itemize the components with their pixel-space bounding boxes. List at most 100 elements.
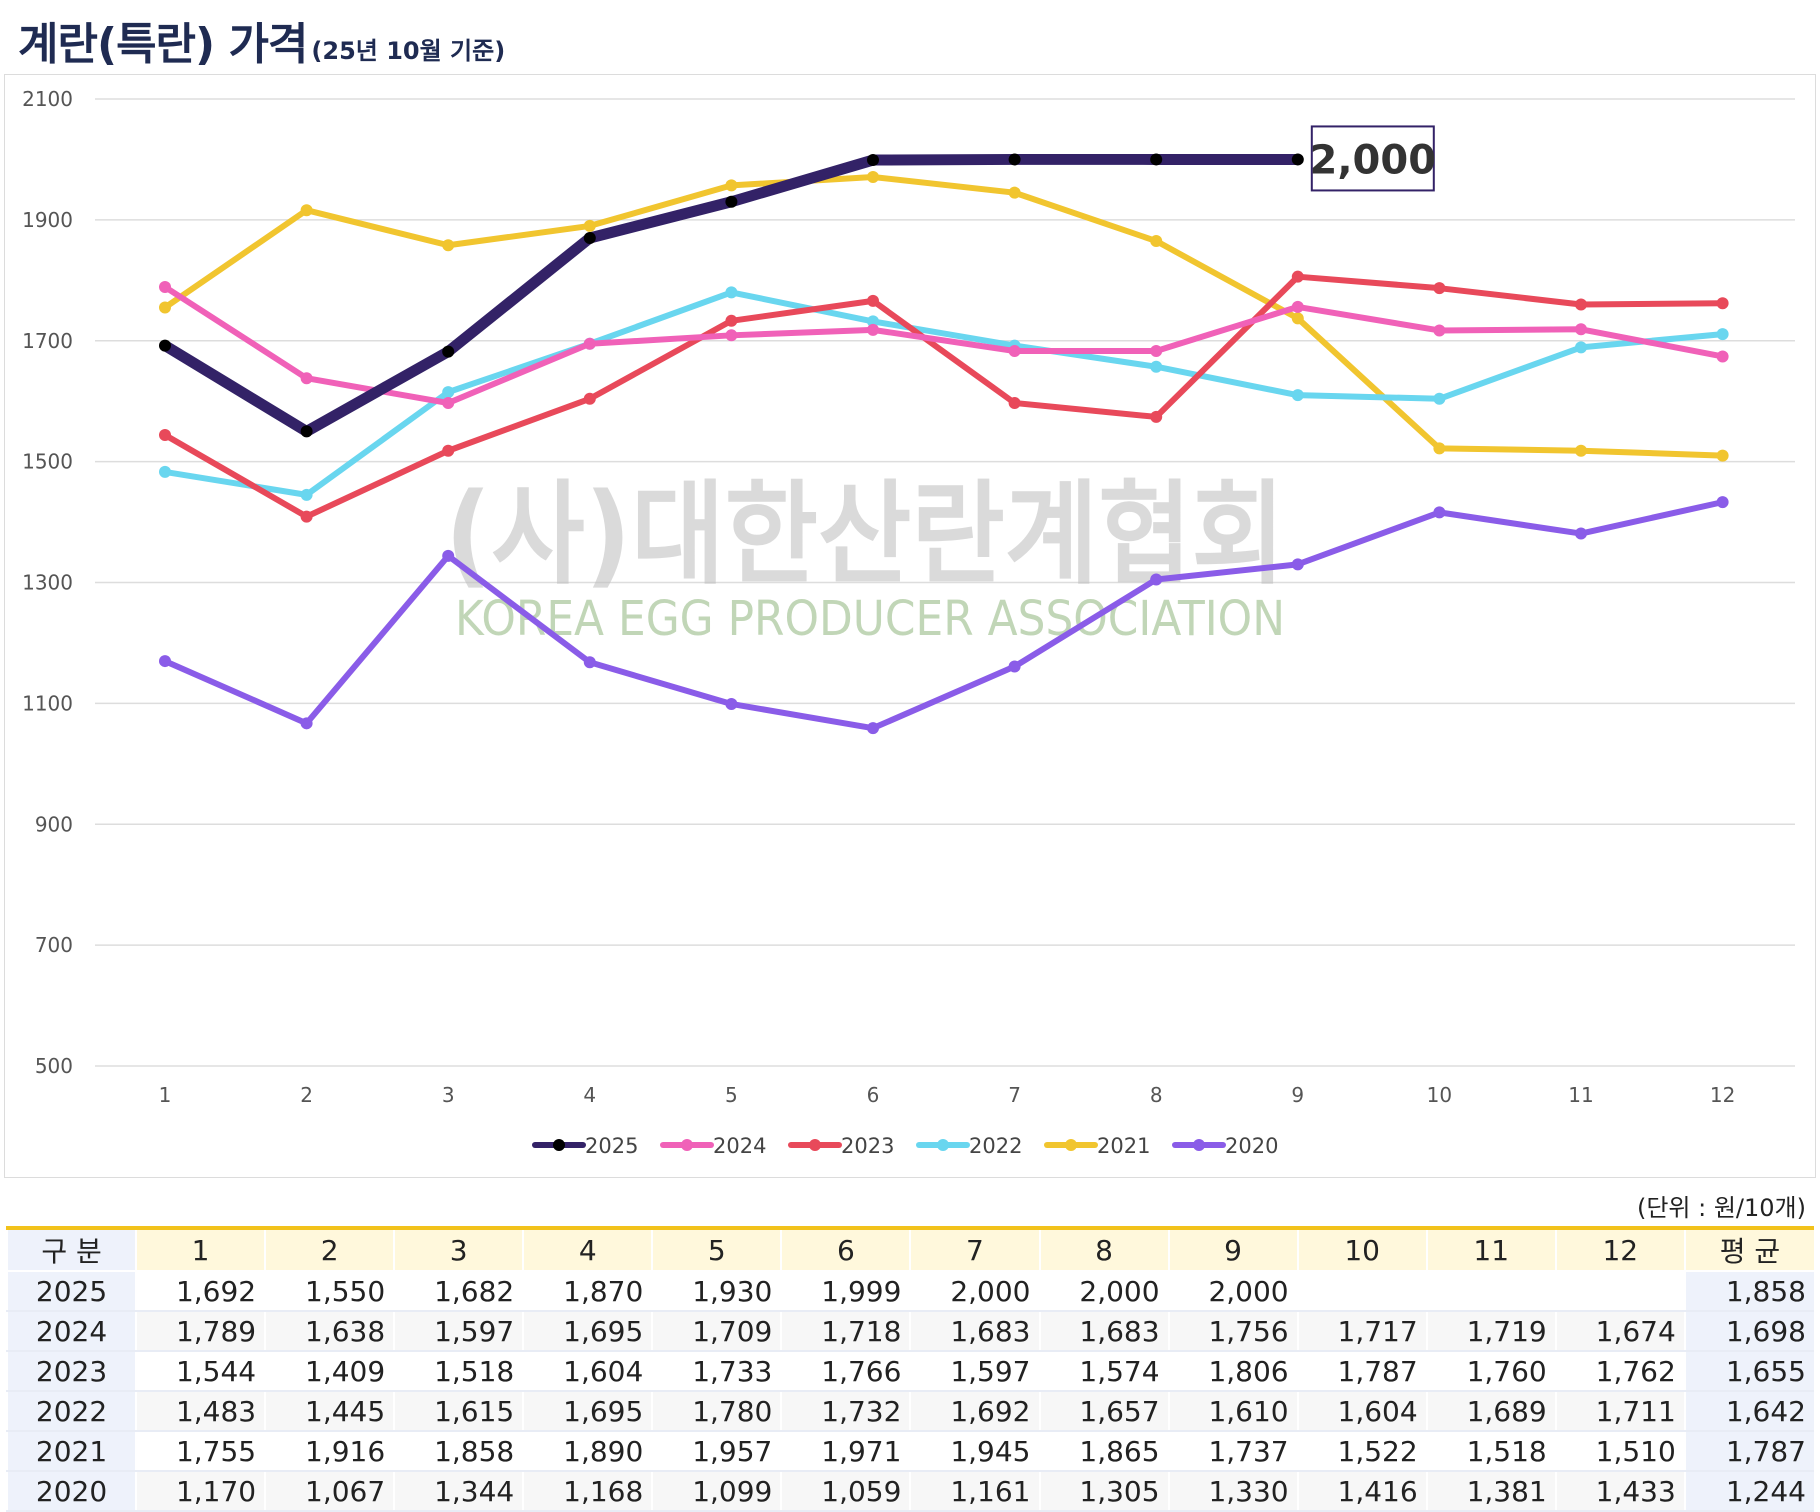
- table-cell: 1,544: [135, 1351, 266, 1392]
- data-point-2021: [725, 179, 738, 192]
- data-point-2021: [1716, 449, 1729, 462]
- y-tick-label: 700: [35, 933, 73, 957]
- table-cell: 1,638: [264, 1311, 395, 1352]
- table-cell: 1,916: [264, 1431, 395, 1472]
- table-cell: 1,971: [780, 1431, 911, 1472]
- data-point-2024: [867, 323, 879, 336]
- table-cell: 1,330: [1167, 1471, 1298, 1512]
- data-point-2021: [442, 239, 455, 252]
- data-point-2022: [1433, 392, 1446, 405]
- legend-label-2021: 2021: [1097, 1134, 1150, 1158]
- table-cell: 1,806: [1167, 1351, 1298, 1392]
- table-cell: 2,000: [1038, 1271, 1169, 1312]
- table-cell: 1,930: [651, 1271, 782, 1312]
- x-tick-label: 9: [1291, 1083, 1304, 1107]
- watermark-english: KOREA EGG PRODUCER ASSOCIATION: [455, 591, 1285, 647]
- table-body: 2025 1,692 1,550 1,682 1,870 1,930 1,999 2,000 2…: [5, 1271, 1814, 1512]
- value-callout: 2,000: [1310, 125, 1437, 192]
- table-header-cell: 4: [522, 1228, 653, 1272]
- y-axis-ticks: 500 700 900 1100 1300 1500 1700 1900 2100: [22, 87, 73, 1078]
- data-point-2021: [1433, 442, 1446, 455]
- callout-value: 2,000: [1310, 137, 1437, 183]
- legend-marker-2021: [1065, 1139, 1077, 1151]
- data-point-2022: [159, 465, 171, 478]
- x-tick-label: 1: [159, 1083, 172, 1107]
- table-row: 2024 1,789 1,638 1,597 1,695 1,709 1,718 1,683 1…: [5, 1311, 1814, 1352]
- table-cell: 1,433: [1554, 1471, 1685, 1512]
- table-cell: 1,305: [1038, 1471, 1169, 1512]
- table-header-cell: 7: [909, 1228, 1040, 1272]
- data-point-2025: [1008, 153, 1021, 166]
- data-point-2025: [159, 339, 171, 352]
- title-main: 계란(특란) 가격: [18, 19, 308, 70]
- callout-box: [1310, 125, 1435, 192]
- table-cell: 1,695: [522, 1311, 653, 1352]
- table-cell: 1,597: [909, 1351, 1040, 1392]
- table-cell: 1,780: [651, 1391, 782, 1432]
- table-cell-year: 2024: [5, 1311, 137, 1352]
- x-tick-label: 10: [1427, 1083, 1452, 1107]
- table-cell: 1,766: [780, 1351, 911, 1392]
- data-point-2020: [583, 656, 596, 669]
- table-cell: 2,000: [909, 1271, 1040, 1312]
- y-tick-label: 2100: [22, 87, 73, 111]
- legend-label-2025: 2025: [585, 1134, 638, 1158]
- y-tick-label: 900: [35, 812, 73, 836]
- table-cell-year: 2023: [5, 1351, 137, 1392]
- table-row: 2025 1,692 1,550 1,682 1,870 1,930 1,999 2,000 2…: [5, 1271, 1814, 1312]
- table-cell: 1,610: [1167, 1391, 1298, 1432]
- table-header-cell: 2: [264, 1228, 395, 1272]
- table-header-cell: 11: [1425, 1228, 1556, 1272]
- table-cell: 1,657: [1038, 1391, 1169, 1432]
- data-point-2022: [1575, 341, 1587, 354]
- data-point-2021: [583, 219, 596, 232]
- table-cell: 1,890: [522, 1431, 653, 1472]
- grid-lines: [95, 98, 1795, 1067]
- x-tick-label: 11: [1568, 1083, 1593, 1107]
- watermark-korean: (사)대한산란계협회: [445, 470, 1285, 600]
- table-cell-average: 1,244: [1683, 1471, 1814, 1512]
- table-row: 2022 1,483 1,445 1,615 1,695 1,780 1,732 1,692 1…: [5, 1391, 1814, 1432]
- table-cell: 1,755: [135, 1431, 266, 1472]
- x-tick-label: 4: [583, 1083, 596, 1107]
- table-cell: 1,518: [393, 1351, 524, 1392]
- table-cell-year: 2022: [5, 1391, 137, 1432]
- series-line-2023: [162, 273, 1726, 520]
- table-cell: 1,732: [780, 1391, 911, 1432]
- data-point-2025: [1291, 153, 1304, 166]
- data-point-2022: [725, 286, 738, 299]
- table-cell: 1,604: [522, 1351, 653, 1392]
- table-cell: 1,733: [651, 1351, 782, 1392]
- legend-marker-2023: [809, 1139, 821, 1151]
- table-cell: 1,522: [1296, 1431, 1427, 1472]
- data-point-2020: [1008, 660, 1021, 673]
- data-point-2024: [1008, 345, 1021, 358]
- data-point-2020: [159, 655, 171, 668]
- series-line-2024: [162, 283, 1726, 407]
- series-lines: [159, 153, 1729, 735]
- data-point-2020: [300, 717, 313, 730]
- data-point-2023: [867, 294, 879, 307]
- data-point-2023: [1716, 297, 1729, 310]
- data-point-2025: [1150, 153, 1163, 166]
- table-cell-average: 1,642: [1683, 1391, 1814, 1432]
- data-point-2022: [1291, 389, 1304, 402]
- table-cell: 1,168: [522, 1471, 653, 1512]
- table-cell: 1,510: [1554, 1431, 1685, 1472]
- data-point-2020: [1433, 506, 1446, 519]
- x-tick-label: 12: [1710, 1083, 1735, 1107]
- data-point-2023: [725, 314, 738, 327]
- table-row: 2020 1,170 1,067 1,344 1,168 1,099 1,059 1,161 1…: [5, 1471, 1814, 1512]
- data-point-2024: [725, 329, 738, 342]
- table-cell: 1,170: [135, 1471, 266, 1512]
- table-header-cell: 9: [1167, 1228, 1298, 1272]
- table-cell: 1,718: [780, 1311, 911, 1352]
- table-cell: 1,762: [1554, 1351, 1685, 1392]
- data-point-2025: [300, 425, 313, 438]
- data-point-2023: [159, 429, 171, 442]
- table-header-cell: 8: [1038, 1228, 1169, 1272]
- table-header-cell: 6: [780, 1228, 911, 1272]
- table-header-cell: 12: [1554, 1228, 1685, 1272]
